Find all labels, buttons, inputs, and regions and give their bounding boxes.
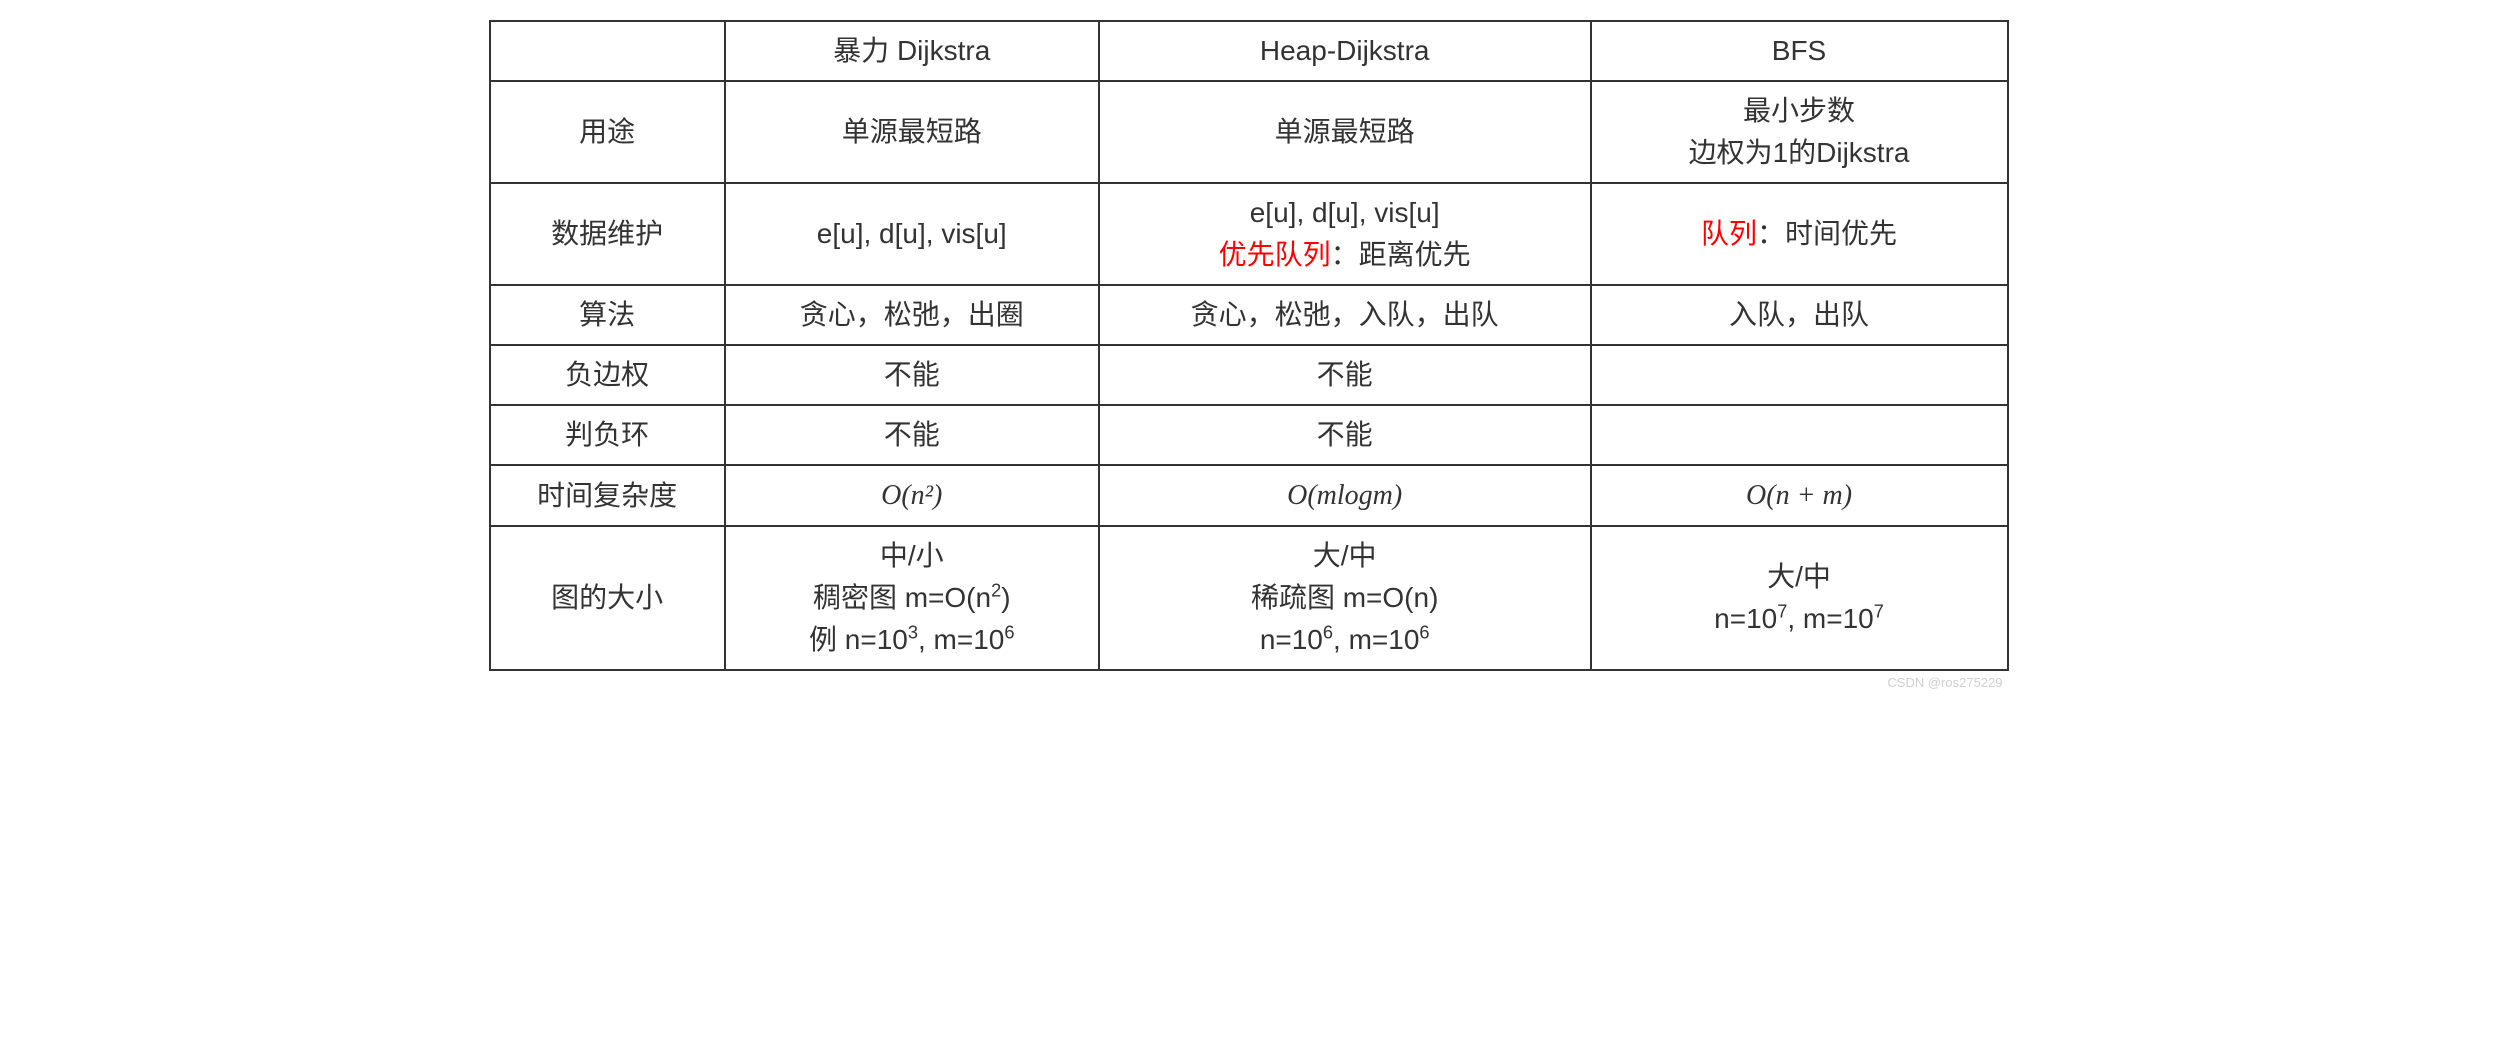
text: , m=10 <box>918 624 1004 655</box>
math-text: O(mlogm) <box>1287 480 1402 511</box>
cell-graphsize-c1: 中/小 稠密图 m=O(n2) 例 n=103, m=106 <box>725 526 1099 670</box>
text: ：距离优先 <box>1331 239 1471 270</box>
text: n=10 <box>1714 603 1777 634</box>
highlight-text: 队列 <box>1701 218 1757 249</box>
table-row: 时间复杂度 O(n²) O(mlogm) O(n + m) <box>490 465 2008 526</box>
cell-complexity-c1: O(n²) <box>725 465 1099 526</box>
table-row: 算法 贪心，松弛，出圈 贪心，松弛，入队，出队 入队，出队 <box>490 285 2008 345</box>
math-text: O(n + m) <box>1746 480 1852 511</box>
row-label-graphsize: 图的大小 <box>490 526 725 670</box>
table-row: 图的大小 中/小 稠密图 m=O(n2) 例 n=103, m=106 大/中 … <box>490 526 2008 670</box>
row-label-algo: 算法 <box>490 285 725 345</box>
text: e[u], d[u], vis[u] <box>1250 197 1440 228</box>
text: 例 n=10 <box>809 624 908 655</box>
text: ) <box>1001 582 1010 613</box>
header-heap-dijkstra: Heap-Dijkstra <box>1099 21 1591 81</box>
cell-negedge-c3 <box>1591 345 2008 405</box>
text: , m=10 <box>1787 603 1873 634</box>
sup: 7 <box>1874 602 1884 622</box>
row-label-negedge: 负边权 <box>490 345 725 405</box>
sup: 6 <box>1323 623 1333 643</box>
cell-usage-c3: 最小步数 边权为1的Dijkstra <box>1591 81 2008 183</box>
text: 中/小 <box>880 540 944 571</box>
cell-data-c3: 队列：时间优先 <box>1591 183 2008 285</box>
cell-graphsize-c3: 大/中 n=107, m=107 <box>1591 526 2008 670</box>
sup: 6 <box>1004 623 1014 643</box>
cell-negcycle-c2: 不能 <box>1099 405 1591 465</box>
cell-data-c1: e[u], d[u], vis[u] <box>725 183 1099 285</box>
table-row: 负边权 不能 不能 <box>490 345 2008 405</box>
cell-graphsize-c2: 大/中 稀疏图 m=O(n) n=106, m=106 <box>1099 526 1591 670</box>
cell-negedge-c1: 不能 <box>725 345 1099 405</box>
sup: 7 <box>1777 602 1787 622</box>
cell-usage-c1: 单源最短路 <box>725 81 1099 183</box>
table-row: 用途 单源最短路 单源最短路 最小步数 边权为1的Dijkstra <box>490 81 2008 183</box>
cell-algo-c2: 贪心，松弛，入队，出队 <box>1099 285 1591 345</box>
highlight-text: 优先队列 <box>1219 239 1331 270</box>
sup: 3 <box>908 623 918 643</box>
text: 最小步数 <box>1743 95 1855 126</box>
text: 稠密图 m=O(n <box>813 582 991 613</box>
row-label-complexity: 时间复杂度 <box>490 465 725 526</box>
text: 稀疏图 m=O(n) <box>1251 582 1438 613</box>
text: 边权为1的Dijkstra <box>1689 137 1910 168</box>
cell-algo-c1: 贪心，松弛，出圈 <box>725 285 1099 345</box>
row-label-data: 数据维护 <box>490 183 725 285</box>
row-label-usage: 用途 <box>490 81 725 183</box>
sup: 2 <box>991 581 1001 601</box>
text: 大/中 <box>1767 561 1831 592</box>
header-empty <box>490 21 725 81</box>
header-bfs: BFS <box>1591 21 2008 81</box>
table-header-row: 暴力 Dijkstra Heap-Dijkstra BFS <box>490 21 2008 81</box>
text: 大/中 <box>1313 540 1377 571</box>
cell-negcycle-c1: 不能 <box>725 405 1099 465</box>
table-row: 数据维护 e[u], d[u], vis[u] e[u], d[u], vis[… <box>490 183 2008 285</box>
sup: 6 <box>1419 623 1429 643</box>
text: n=10 <box>1260 624 1323 655</box>
cell-negcycle-c3 <box>1591 405 2008 465</box>
cell-negedge-c2: 不能 <box>1099 345 1591 405</box>
watermark: CSDN @ros275229 <box>489 675 2009 690</box>
cell-complexity-c3: O(n + m) <box>1591 465 2008 526</box>
algorithm-comparison-table: 暴力 Dijkstra Heap-Dijkstra BFS 用途 单源最短路 单… <box>489 20 2009 671</box>
header-brute-dijkstra: 暴力 Dijkstra <box>725 21 1099 81</box>
cell-data-c2: e[u], d[u], vis[u] 优先队列：距离优先 <box>1099 183 1591 285</box>
cell-usage-c2: 单源最短路 <box>1099 81 1591 183</box>
text: , m=10 <box>1333 624 1419 655</box>
math-text: O(n²) <box>881 480 942 511</box>
table-row: 判负环 不能 不能 <box>490 405 2008 465</box>
cell-complexity-c2: O(mlogm) <box>1099 465 1591 526</box>
text: ：时间优先 <box>1757 218 1897 249</box>
cell-algo-c3: 入队，出队 <box>1591 285 2008 345</box>
row-label-negcycle: 判负环 <box>490 405 725 465</box>
